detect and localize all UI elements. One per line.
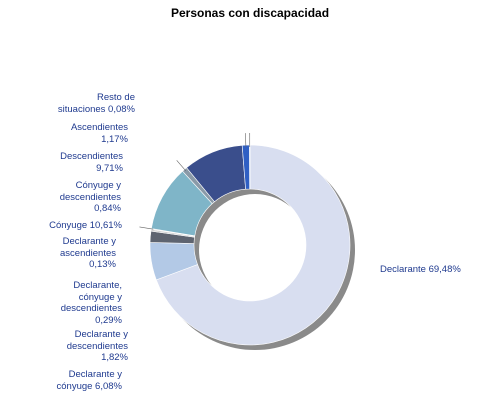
slice-label: Declarante 69,48% [380,264,461,275]
donut-slice [249,144,251,190]
leader-line [139,226,154,230]
leader-line [176,160,187,172]
slice-label: Cónyuge 10,61% [49,220,122,231]
slice-label: Declarante, cónyuge y descendientes 0,29… [60,280,122,326]
leader-line [245,133,247,148]
slice-label: Declarante y ascendientes 0,13% [60,236,116,270]
chart-title: Personas con discapacidad [170,6,330,20]
slice-label: Descendientes 9,71% [60,151,123,174]
slice-label: Declarante y descendientes 1,82% [66,329,128,363]
slice-label: Cónyuge y descendientes 0,84% [59,180,121,214]
donut-slice [155,144,351,346]
slice-label: Declarante y cónyuge 6,08% [56,369,123,392]
slice-label: Ascendientes 1,17% [70,122,128,145]
slice-label: Resto de situaciones 0,08% [57,92,135,115]
